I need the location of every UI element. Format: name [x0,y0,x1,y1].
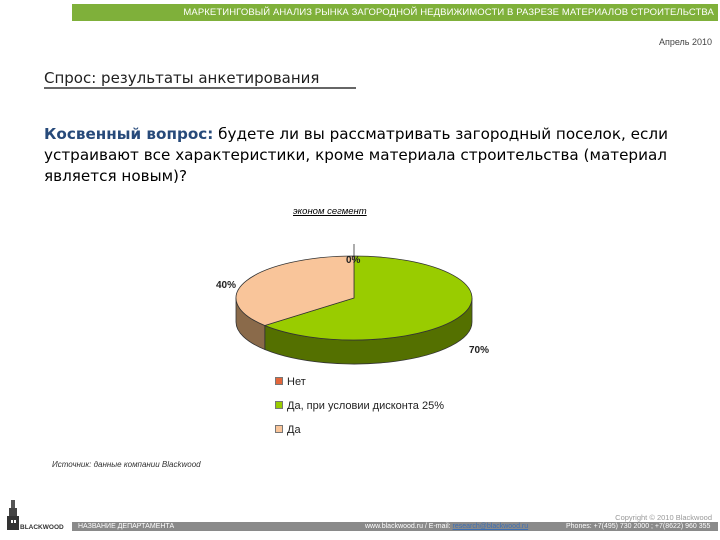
footer-email-link[interactable]: research@blackwood.ru [452,523,529,530]
legend-item-discount: Да, при условии дисконта 25% [275,400,444,412]
blackwood-tower-logo [7,500,19,530]
question-text: Косвенный вопрос: будете ли вы рассматри… [44,124,684,187]
legend-item-da: Да [275,424,301,436]
question-prefix: Косвенный вопрос: [44,125,214,143]
footer-web-label: www.blackwood.ru / E-mail: [365,523,451,530]
legend-item-net: Нет [275,376,306,388]
section-title: Спрос: результаты анкетирования [44,69,320,87]
copyright: Copyright © 2010 Blackwood [615,513,712,522]
data-label-net: 0% [346,255,361,266]
legend-label: Да [287,424,301,436]
pie-slice-discount [263,255,473,341]
footer-phones: Phones: +7(495) 730 2000 ; +7(8622) 960 … [566,523,711,530]
source-note: Источник: данные компании Blackwood [52,460,201,469]
footer-bar [72,522,718,531]
legend-label: Да, при условии дисконта 25% [287,400,444,412]
report-date: Апрель 2010 [658,37,712,47]
question-body: будете ли вы рассматривать загородный по… [44,125,668,185]
data-label-da: 40% [216,280,237,291]
legend-label: Нет [287,376,306,388]
header-title: МАРКЕТИНГОВЫЙ АНАЛИЗ РЫНКА ЗАГОРОДНОЙ НЕ… [183,7,714,18]
legend-swatch-discount [275,401,283,409]
chart-title: эконом сегмент [293,206,367,217]
data-label-discount: 70% [469,345,490,356]
legend-swatch-net [275,377,283,385]
footer-web: www.blackwood.ru / E-mail: research@blac… [365,522,528,531]
section-underline [44,87,356,89]
logo-text: BLACKWOOD [20,524,64,531]
footer-department: НАЗВАНИЕ ДЕПАРТАМЕНТА [78,523,175,530]
pie-slice-da [235,255,355,326]
legend-swatch-da [275,425,283,433]
header-title-bar: МАРКЕТИНГОВЫЙ АНАЛИЗ РЫНКА ЗАГОРОДНОЙ НЕ… [72,4,718,21]
